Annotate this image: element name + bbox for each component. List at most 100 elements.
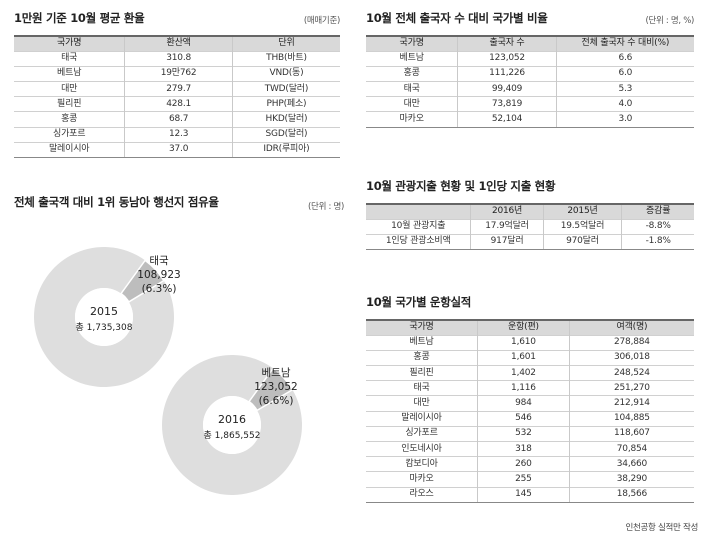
donut-hole: [75, 288, 133, 346]
ratio-cell: 태국: [366, 81, 458, 97]
exchange-cell: IDR(루피아): [231, 141, 340, 159]
flights-cell: 255: [477, 471, 570, 488]
donut-year-label: 2015: [90, 305, 118, 318]
flights-cell: 말레이시아: [366, 410, 478, 427]
spending-table: 2016년 2015년 증감률 10월 관광지출 17.9억달러 19.5억달러 -8…: [366, 202, 694, 251]
flights-row: 대만 984 212,914: [366, 395, 694, 412]
ratio-cell: 123,052: [457, 50, 557, 67]
ratio-row: 마카오 52,104 3.0: [366, 111, 694, 128]
ratio-panel: 10월 전체 출국자 수 대비 국가별 비율 (단위 : 명, %) 국가명 출…: [366, 10, 694, 128]
flights-cell: 인도네시아: [366, 440, 478, 457]
exchange-cell: 37.0: [124, 141, 233, 159]
spending-cell: 17.9억달러: [470, 218, 544, 235]
exchange-cell: 68.7: [124, 111, 233, 128]
donut-pct-label: (6.6%): [259, 395, 294, 407]
flights-cell: 캄보디아: [366, 456, 478, 472]
donut-value-label: 123,052: [254, 381, 297, 393]
flights-cell: 260: [477, 456, 570, 472]
share-donut-chart: 2015 총 1,735,308 태국 108,923 (6.3%) 2016 총 1,86…: [34, 246, 303, 495]
exchange-cell: HKD(달러): [231, 111, 340, 128]
flights-cell: 984: [477, 395, 570, 412]
exchange-cell: SGD(달러): [231, 126, 340, 143]
flights-header: 여객(명): [568, 318, 694, 336]
flights-cell: 318: [477, 440, 570, 457]
exchange-cell: 홍콩: [14, 111, 125, 128]
exchange-cell: VND(동): [231, 65, 340, 82]
flights-cell: 145: [477, 486, 570, 503]
ratio-row: 대만 73,819 4.0: [366, 96, 694, 112]
spending-cell: 10월 관광지출: [366, 218, 471, 235]
ratio-cell: 6.6: [555, 50, 694, 67]
spending-header: 2016년: [470, 202, 544, 220]
flights-table: 국가명 운항(편) 여객(명) 베트남 1,610 278,884 홍콩 1,601 30…: [366, 318, 694, 503]
flights-cell: 532: [477, 425, 570, 442]
spending-cell: 19.5억달러: [542, 218, 622, 235]
exchange-header: 국가명: [14, 34, 125, 52]
spending-header-row: 2016년 2015년 증감률: [366, 202, 694, 220]
exchange-cell: 310.8: [124, 50, 233, 67]
ratio-cell: 73,819: [457, 96, 557, 112]
flights-row: 홍콩 1,601 306,018: [366, 349, 694, 366]
spending-cell: -8.8%: [621, 218, 694, 235]
flights-row: 태국 1,116 251,270: [366, 380, 694, 396]
flights-row: 싱가포르 532 118,607: [366, 425, 694, 442]
ratio-cell: 베트남: [366, 50, 458, 67]
flights-header: 국가명: [366, 318, 478, 336]
exchange-title: 1만원 기준 10월 평균 환율: [14, 11, 145, 25]
flights-cell: 34,660: [568, 456, 694, 472]
donut-value-label: 108,923: [137, 269, 180, 281]
spending-cell: 970달러: [542, 233, 622, 251]
flights-cell: 베트남: [366, 334, 478, 351]
exchange-cell: 태국: [14, 50, 125, 67]
ratio-cell: 52,104: [457, 111, 557, 128]
flights-cell: 278,884: [568, 334, 694, 351]
donut-country-label: 베트남: [262, 367, 291, 379]
ratio-header-row: 국가명 출국자 수 전체 출국자 수 대비(%): [366, 34, 694, 52]
ratio-row: 홍콩 111,226 6.0: [366, 65, 694, 82]
exchange-cell: TWD(달러): [231, 81, 340, 97]
flights-row: 라오스 145 18,566: [366, 486, 694, 503]
donut-rest-slice: [34, 246, 175, 387]
donut-hole: [203, 396, 261, 454]
exchange-row: 싱가포르 12.3 SGD(달러): [14, 126, 340, 143]
spending-cell: 917달러: [470, 233, 544, 251]
flights-source: 인천공항 실적만 작성: [625, 523, 699, 533]
share-panel: 전체 출국객 대비 1위 동남아 행선지 점유율 (단위 : 명) 2015 총 …: [14, 194, 344, 524]
flights-cell: 라오스: [366, 486, 478, 503]
spending-header: [366, 202, 471, 220]
flights-cell: 1,116: [477, 380, 570, 396]
donut-rest-slice: [162, 355, 303, 495]
exchange-cell: THB(바트): [231, 50, 340, 67]
exchange-cell: 12.3: [124, 126, 233, 143]
donut-pct-label: (6.3%): [142, 283, 177, 295]
spending-cell: 1인당 관광소비액: [366, 233, 471, 251]
exchange-cell: 19만762: [124, 65, 233, 82]
spending-header: 증감률: [621, 202, 694, 220]
flights-cell: 1,610: [477, 334, 570, 351]
exchange-cell: 대만: [14, 81, 125, 97]
spending-row: 1인당 관광소비액 917달러 970달러 -1.8%: [366, 233, 694, 251]
spending-cell: -1.8%: [621, 233, 694, 251]
exchange-row: 홍콩 68.7 HKD(달러): [14, 111, 340, 128]
spending-row: 10월 관광지출 17.9억달러 19.5억달러 -8.8%: [366, 218, 694, 235]
ratio-header: 전체 출국자 수 대비(%): [555, 34, 694, 52]
exchange-row: 베트남 19만762 VND(동): [14, 65, 340, 82]
flights-row: 인도네시아 318 70,854: [366, 440, 694, 457]
ratio-cell: 111,226: [457, 65, 557, 82]
flights-title: 10월 국가별 운항실적: [366, 295, 472, 309]
spending-panel: 10월 관광지출 현황 및 1인당 지출 현황 2016년 2015년 증감률 …: [366, 178, 694, 251]
ratio-header: 국가명: [366, 34, 458, 52]
flights-cell: 104,885: [568, 410, 694, 427]
share-title: 전체 출국객 대비 1위 동남아 행선지 점유율: [14, 195, 219, 209]
exchange-row: 필리핀 428.1 PHP(페소): [14, 96, 340, 112]
flights-cell: 306,018: [568, 349, 694, 366]
exchange-cell: PHP(페소): [231, 96, 340, 112]
flights-cell: 248,524: [568, 365, 694, 381]
exchange-cell: 279.7: [124, 81, 233, 97]
exchange-header: 단위: [231, 34, 340, 52]
exchange-panel: 1만원 기준 10월 평균 환율 (매매기준) 국가명 환산액 단위 태국 310…: [14, 10, 340, 159]
flights-cell: 마카오: [366, 471, 478, 488]
flights-row: 마카오 255 38,290: [366, 471, 694, 488]
flights-cell: 1,601: [477, 349, 570, 366]
flights-header: 운항(편): [477, 318, 570, 336]
